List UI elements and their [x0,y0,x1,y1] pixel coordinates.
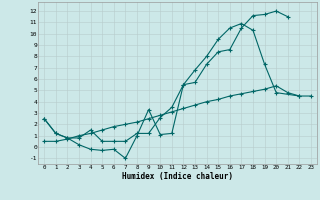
X-axis label: Humidex (Indice chaleur): Humidex (Indice chaleur) [122,172,233,181]
